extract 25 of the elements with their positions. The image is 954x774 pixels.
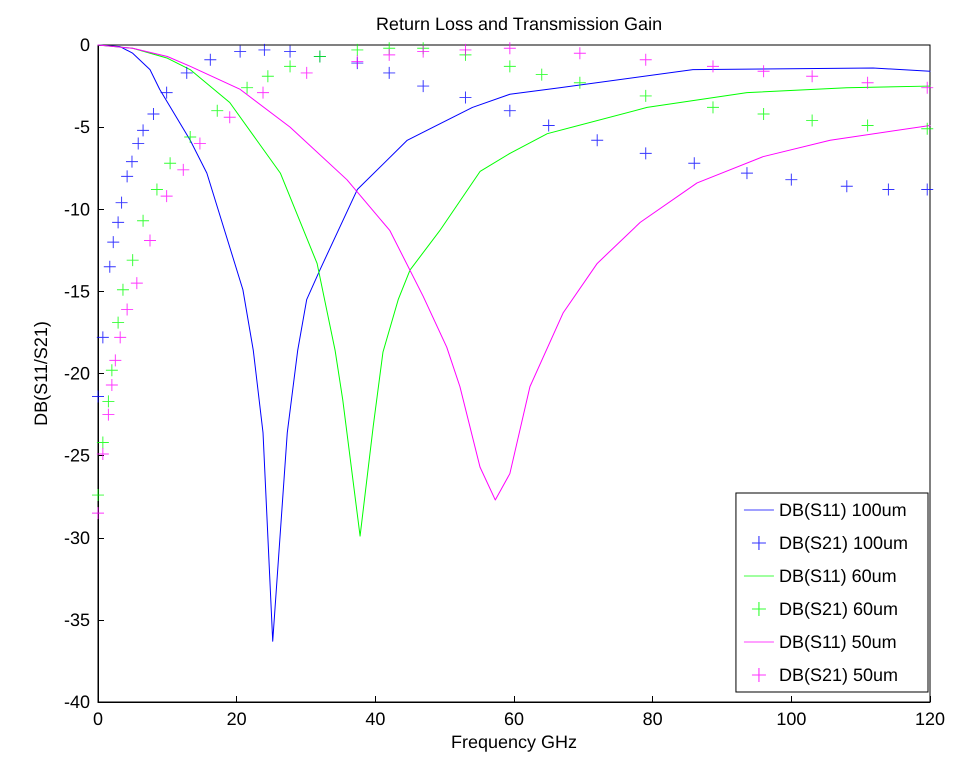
x-tick-label: 40 — [365, 709, 386, 729]
y-tick-label: -35 — [64, 610, 90, 630]
legend-label: DB(S21) 50um — [778, 665, 898, 685]
x-axis-title: Frequency GHz — [450, 732, 578, 752]
x-tick-label: 80 — [642, 709, 663, 729]
legend-label: DB(S21) 60um — [778, 599, 898, 619]
y-tick-label: -40 — [64, 692, 90, 712]
legend-label: DB(S21) 100um — [778, 533, 908, 553]
x-tick-label: 100 — [776, 709, 806, 729]
x-tick-label: 0 — [92, 709, 104, 729]
y-tick-label: -5 — [74, 117, 90, 138]
y-tick-label: -10 — [64, 199, 90, 220]
chart-title: Return Loss and Transmission Gain — [376, 14, 662, 34]
y-tick-label: 0 — [80, 35, 90, 55]
x-tick-label: 20 — [226, 709, 247, 729]
y-tick-label: -30 — [64, 528, 90, 548]
y-axis-title: DB(S11/S21) — [31, 321, 51, 426]
y-tick-label: -20 — [64, 364, 90, 384]
x-tick-label: 120 — [914, 709, 946, 729]
y-tick-label: -25 — [64, 446, 90, 466]
legend-label: DB(S11) 100um — [778, 500, 907, 520]
legend-label: DB(S11) 50um — [778, 632, 897, 652]
legend-label: DB(S11) 60um — [778, 566, 897, 586]
y-tick-label: -15 — [64, 281, 90, 302]
x-tick-label: 60 — [504, 709, 524, 729]
